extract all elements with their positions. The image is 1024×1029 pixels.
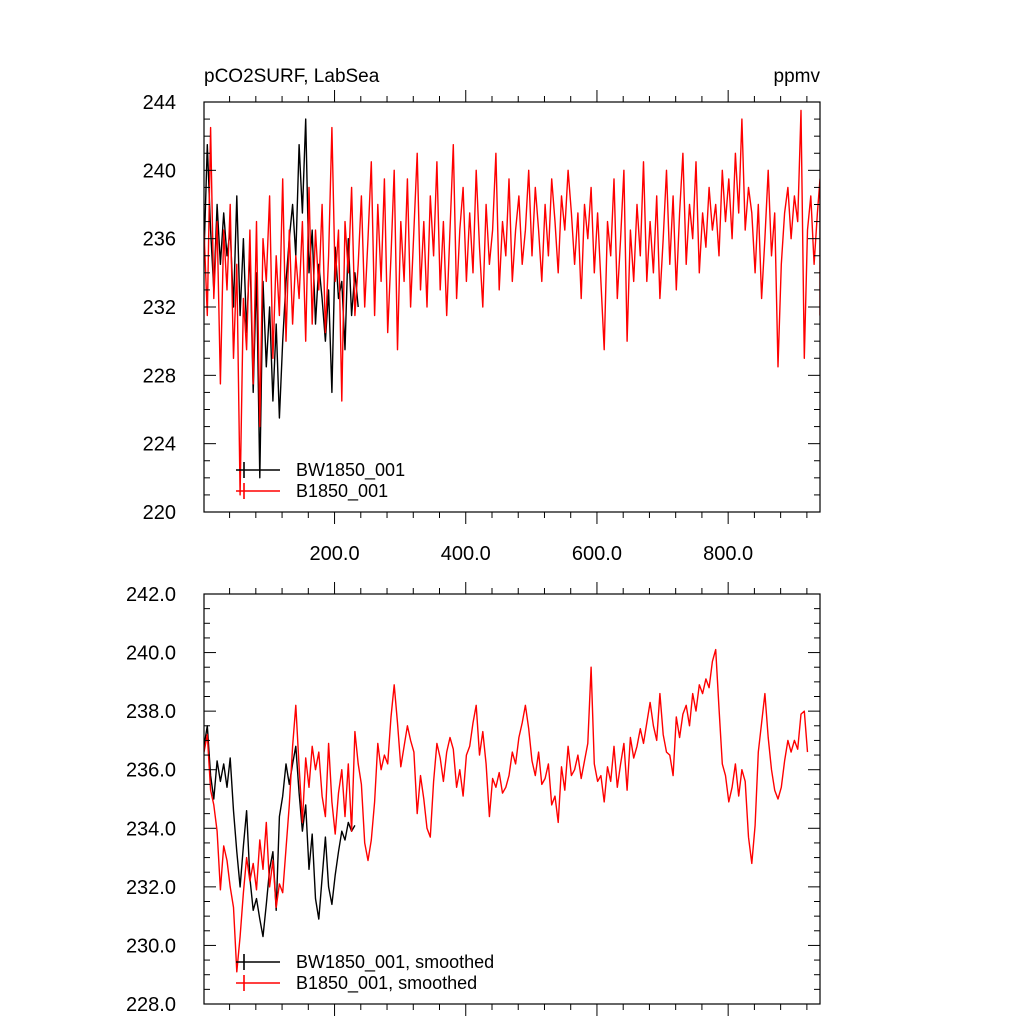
bottom-panel: 228.0 230.0 232.0 234.0 236.0 238.0 240.0 242.0… [126, 582, 821, 1016]
y-tick-label: 232 [143, 297, 176, 319]
x-tick-label: 800.0 [703, 543, 753, 565]
y-tick-label: 240 [143, 160, 176, 182]
y-tick-label: 228.0 [126, 994, 176, 1016]
chart-title: pCO2SURF, LabSea [204, 66, 380, 87]
y-tick-label: 224 [143, 434, 176, 456]
chart-units: ppmv [774, 66, 821, 87]
legend-label: BW1850_001 [296, 460, 405, 481]
y-tick-label: 220 [143, 502, 176, 524]
series-line-b1850 [204, 109, 820, 496]
legend-label: B1850_001, smoothed [296, 973, 477, 994]
x-tick-label: 400.0 [441, 543, 491, 565]
y-tick-label: 228 [143, 365, 176, 387]
y-tick-label: 238.0 [126, 701, 176, 723]
series-line-bw1850 [204, 725, 356, 938]
y-tick-label: 244 [143, 92, 176, 114]
legend-label: BW1850_001, smoothed [296, 952, 494, 973]
x-tick-label: 600.0 [572, 543, 622, 565]
y-tick-label: 242.0 [126, 584, 176, 606]
y-tick-label: 230.0 [126, 935, 176, 957]
legend-label: B1850_001 [296, 481, 388, 502]
y-tick-label: 236 [143, 229, 176, 251]
y-tick-label: 240.0 [126, 643, 176, 665]
y-tick-label: 232.0 [126, 877, 176, 899]
y-tick-label: 234.0 [126, 818, 176, 840]
y-tick-label: 236.0 [126, 760, 176, 782]
x-tick-label: 200.0 [310, 543, 360, 565]
series-line-b1850 [204, 648, 809, 973]
top-panel: 220 224 228 232 236 240 244 200.0 400.0 600.0 800.… [143, 90, 821, 565]
